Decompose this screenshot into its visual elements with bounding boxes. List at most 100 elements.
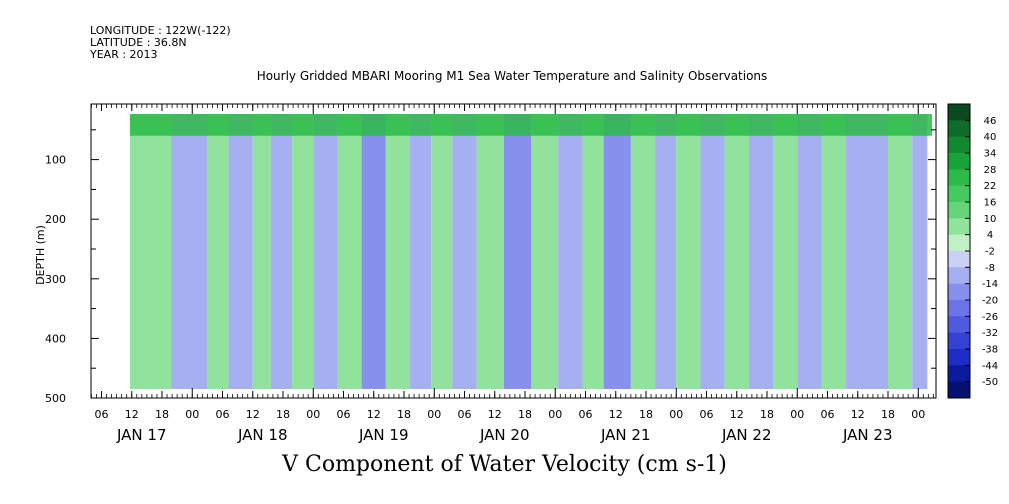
x-hour-label: 12 (609, 408, 623, 421)
heatmap-band (171, 114, 208, 389)
heatmap-band (292, 114, 314, 389)
colorbar-swatch (948, 153, 970, 170)
heatmap-band (452, 114, 477, 389)
x-hour-label: 06 (821, 408, 835, 421)
x-date-label: JAN 23 (842, 426, 893, 444)
heatmap-band (821, 114, 846, 389)
colorbar-swatch (948, 202, 970, 219)
heatmap-band (845, 114, 888, 389)
colorbar-label: 4 (987, 230, 993, 241)
colorbar-label: 46 (984, 116, 997, 127)
heatmap-band (361, 114, 386, 389)
colorbar-label: -20 (982, 296, 998, 307)
latitude-label: LATITUDE : 36.8N (90, 36, 187, 49)
heatmap-band (888, 114, 913, 389)
heatmap-band (385, 114, 411, 389)
heatmap-band (270, 114, 293, 389)
heatmap-band (912, 114, 928, 389)
y-axis-label: DEPTH (m) (34, 225, 47, 285)
colorbar-label: 40 (984, 132, 997, 143)
colorbar-label: 34 (984, 149, 997, 160)
heatmap-band (582, 114, 604, 389)
colorbar-label: 22 (984, 181, 997, 192)
heatmap-band (724, 114, 749, 389)
colorbar-swatch (948, 267, 970, 285)
x-hour-label: 06 (700, 408, 714, 421)
heatmap-band (503, 114, 532, 389)
heatmap-band (313, 114, 338, 389)
heatmap-band (531, 114, 559, 389)
x-date-label: JAN 20 (479, 426, 530, 444)
x-hour-label: 12 (488, 408, 502, 421)
y-tick-label: 300 (45, 273, 66, 286)
heatmap-band (410, 114, 432, 389)
y-tick-label: 500 (45, 392, 66, 405)
x-axis-label: V Component of Water Velocity (cm s-1) (282, 452, 727, 477)
x-hour-label: 18 (276, 408, 290, 421)
x-date-label: JAN 22 (721, 426, 772, 444)
x-hour-label: 06 (216, 408, 230, 421)
colorbar-label: -32 (982, 328, 998, 339)
colorbar-swatch (948, 169, 970, 187)
colorbar-label: -26 (982, 312, 998, 323)
colorbar-swatch (948, 381, 970, 399)
x-date-label: JAN 21 (600, 426, 651, 444)
heatmap-band (700, 114, 725, 389)
colorbar-swatch (948, 234, 970, 252)
x-date-label: JAN 19 (358, 426, 409, 444)
x-hour-label: 12 (367, 408, 381, 421)
colorbar-swatch (948, 283, 970, 301)
surface-layer (130, 114, 932, 136)
colorbar: 46 40 34 28 22 16 10 4 -2 -8 -14 -20 -26 -32 -38 -44 -50 (947, 103, 998, 399)
colorbar-label: -50 (982, 377, 998, 388)
heatmap-band (207, 114, 229, 389)
colorbar-swatch (948, 349, 970, 366)
x-axis: 06 12 18 00 06 12 18 00 06 12 18 00 06 12 18 00 06 12 18 00… (91, 104, 934, 444)
heatmap-band (773, 114, 798, 389)
x-hour-label: 12 (730, 408, 744, 421)
colorbar-swatch (948, 365, 970, 383)
colorbar-label: -38 (982, 345, 998, 356)
heatmap-band (252, 114, 271, 389)
heatmap-band (676, 114, 701, 389)
x-date-label: JAN 17 (116, 426, 167, 444)
heatmap-band (655, 114, 677, 389)
x-hour-label: 18 (760, 408, 774, 421)
heatmap-band (130, 114, 172, 389)
heatmap-band (558, 114, 583, 389)
x-hour-label: 12 (851, 408, 865, 421)
colorbar-swatch (948, 251, 970, 268)
x-hour-label: 18 (639, 408, 653, 421)
colorbar-label: -2 (985, 247, 995, 258)
plot-area (130, 114, 932, 389)
longitude-label: LONGITUDE : 122W(-122) (90, 24, 231, 37)
x-hour-label: 18 (881, 408, 895, 421)
heatmap-band (431, 114, 453, 389)
x-hour-label: 00 (911, 408, 925, 421)
heatmap-band (630, 114, 656, 389)
y-tick-label: 200 (45, 213, 66, 226)
heatmap-band (797, 114, 822, 389)
x-hour-label: 06 (95, 408, 109, 421)
y-tick-label: 100 (45, 154, 66, 167)
y-axis: 100 200 300 400 500 (45, 129, 936, 405)
colorbar-swatch (948, 316, 970, 334)
x-hour-label: 06 (337, 408, 351, 421)
y-tick-label: 400 (45, 332, 66, 345)
colorbar-swatch (948, 185, 970, 203)
chart-title: Hourly Gridded MBARI Mooring M1 Sea Wate… (257, 69, 768, 83)
colorbar-swatch (948, 104, 970, 121)
x-hour-label: 00 (185, 408, 199, 421)
x-hour-label: 06 (458, 408, 472, 421)
colorbar-swatch (948, 218, 970, 236)
colorbar-label: 10 (984, 214, 997, 225)
colorbar-swatch (948, 300, 970, 317)
x-hour-label: 12 (125, 408, 139, 421)
x-hour-label: 00 (306, 408, 320, 421)
x-hour-label: 12 (246, 408, 260, 421)
colorbar-swatch (948, 332, 970, 350)
x-hour-label: 00 (427, 408, 441, 421)
x-hour-label: 00 (669, 408, 683, 421)
colorbar-label: 28 (984, 165, 997, 176)
x-hour-label: 00 (790, 408, 804, 421)
